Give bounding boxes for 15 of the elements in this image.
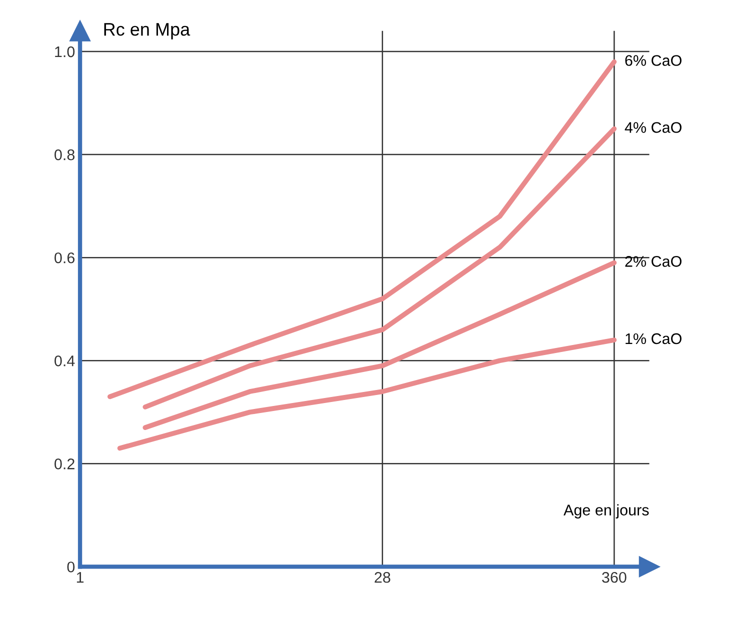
- series-label: 6% CaO: [625, 55, 682, 66]
- y-tick-label: 0.4: [54, 355, 75, 366]
- series-label: 2% CaO: [625, 256, 682, 267]
- series-label: 4% CaO: [624, 122, 682, 133]
- y-tick-label: 0.2: [54, 458, 74, 470]
- series-label: 1% CaO: [626, 333, 682, 344]
- y-tick-label: 0: [67, 562, 75, 572]
- x-axis-title: Age en jours: [564, 504, 649, 518]
- y-axis-title: Rc en Mpa: [104, 23, 190, 40]
- y-tick-label: 1.0: [55, 46, 75, 58]
- x-tick-label: 1: [76, 572, 84, 583]
- y-tick-label: 0.8: [54, 149, 75, 160]
- x-tick-label: 28: [374, 572, 390, 583]
- y-tick-label: 0.6: [54, 252, 74, 264]
- x-tick-label: 360: [602, 572, 626, 583]
